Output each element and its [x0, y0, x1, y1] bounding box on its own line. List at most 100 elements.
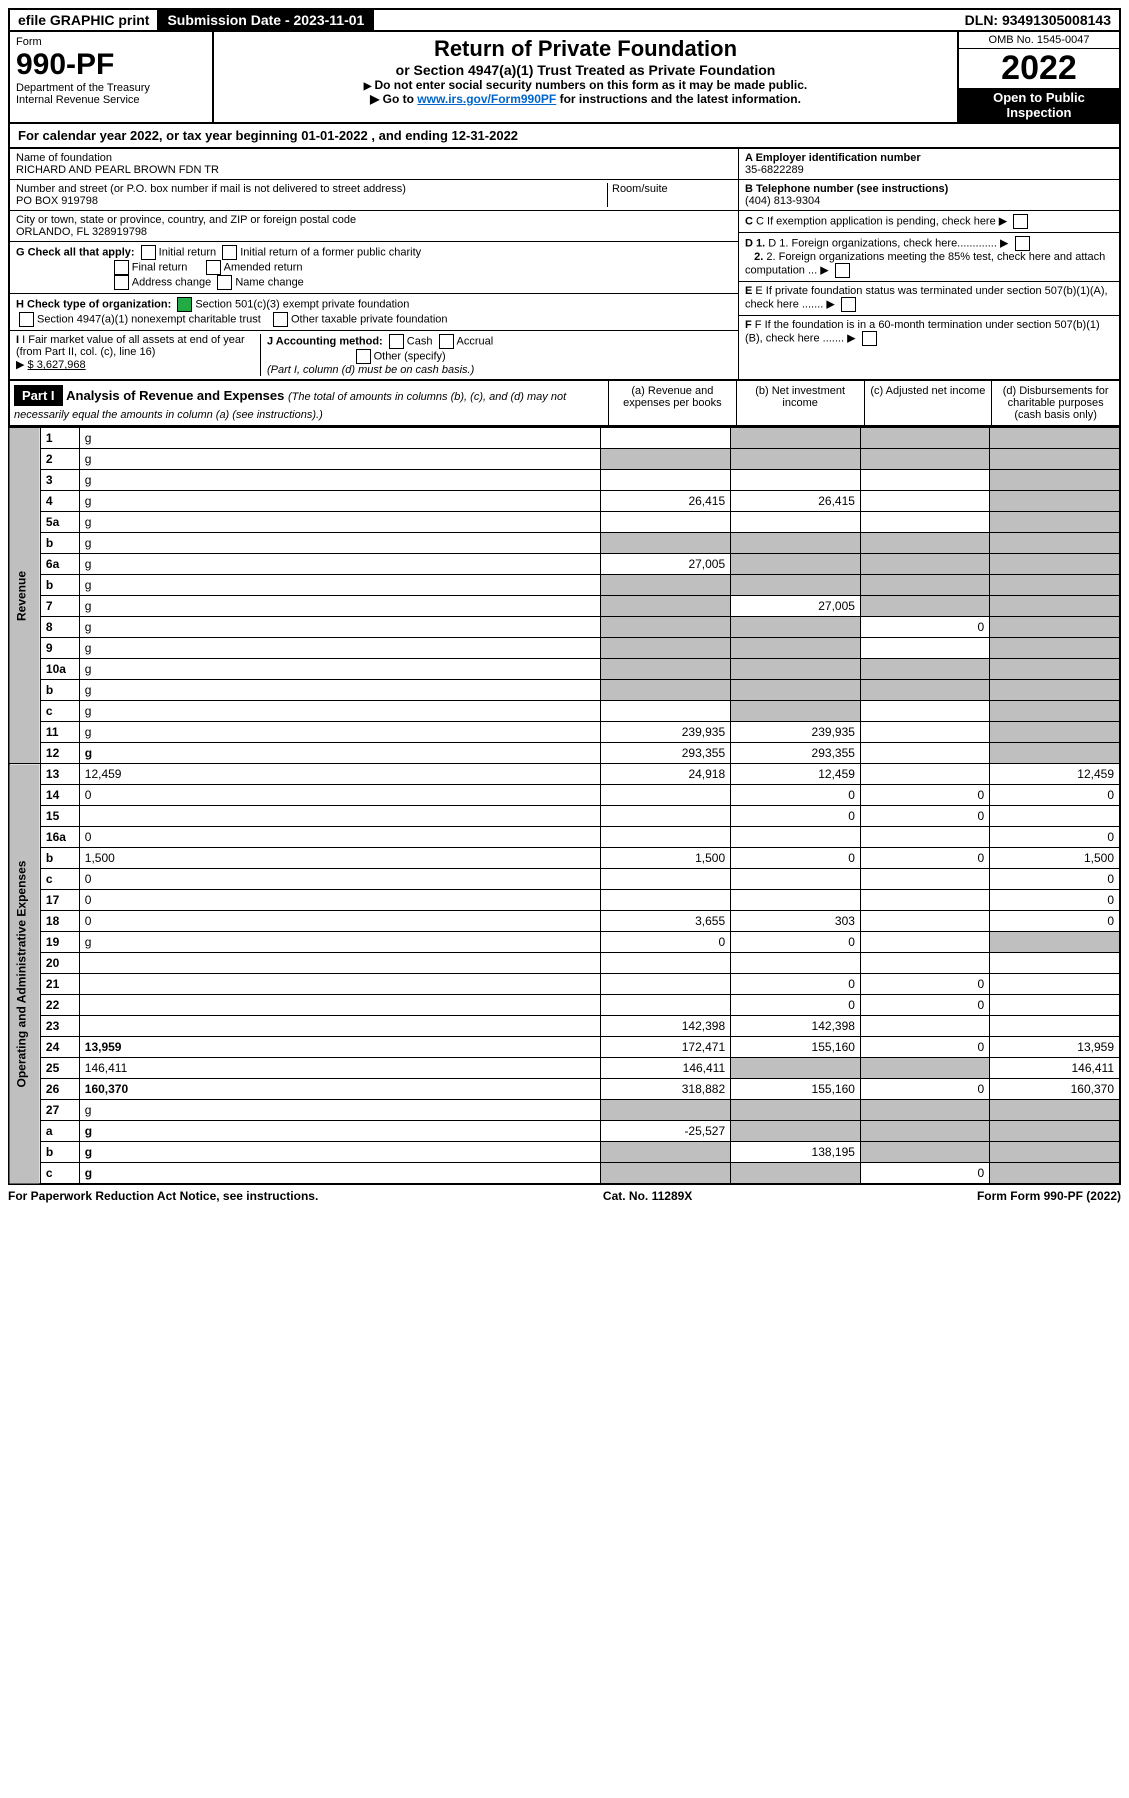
checkbox-d1[interactable] [1015, 236, 1030, 251]
value-cell-d [990, 680, 1120, 701]
line-description: g [79, 617, 601, 638]
line-number: b [40, 533, 79, 554]
line-number: 26 [40, 1079, 79, 1100]
c-cell: C C If exemption application is pending,… [739, 211, 1119, 233]
header-right: OMB No. 1545-0047 2022 Open to Public In… [959, 32, 1119, 122]
value-cell-c [860, 743, 989, 764]
table-row: 16a00 [9, 827, 1120, 848]
table-row: bg [9, 575, 1120, 596]
value-cell-c: 0 [860, 617, 989, 638]
top-bar: efile GRAPHIC print Submission Date - 20… [8, 8, 1121, 32]
phone-cell: B Telephone number (see instructions) (4… [739, 180, 1119, 211]
value-cell-d [990, 554, 1120, 575]
irs-link[interactable]: www.irs.gov/Form990PF [417, 92, 556, 106]
inspection-text: Inspection [1006, 105, 1071, 120]
line-description: g [79, 638, 601, 659]
checkbox-f[interactable] [862, 331, 877, 346]
checkbox-c[interactable] [1013, 214, 1028, 229]
line-description [79, 953, 601, 974]
table-row: 2100 [9, 974, 1120, 995]
value-cell-d [990, 1016, 1120, 1037]
value-cell-b [731, 659, 861, 680]
value-cell-c: 0 [860, 1079, 989, 1100]
checkbox-accrual[interactable] [439, 334, 454, 349]
line-description: g [79, 680, 601, 701]
value-cell-c: 0 [860, 848, 989, 869]
value-cell-a [601, 890, 731, 911]
opt-accrual: Accrual [457, 335, 494, 347]
value-cell-b [731, 1058, 861, 1079]
value-cell-a: 0 [601, 932, 731, 953]
value-cell-b: 155,160 [731, 1079, 861, 1100]
table-row: 23142,398142,398 [9, 1016, 1120, 1037]
checkbox-other-tax[interactable] [273, 312, 288, 327]
checkbox-name-change[interactable] [217, 275, 232, 290]
value-cell-c [860, 1058, 989, 1079]
line-number: 16a [40, 827, 79, 848]
value-cell-c [860, 764, 989, 785]
checkbox-501c3[interactable] [177, 297, 192, 312]
value-cell-c [860, 932, 989, 953]
line-number: 3 [40, 470, 79, 491]
line-description: 0 [79, 890, 601, 911]
value-cell-c [860, 1121, 989, 1142]
value-cell-c: 0 [860, 974, 989, 995]
opt-initial: Initial return [159, 246, 216, 258]
value-cell-a [601, 470, 731, 491]
d1-label: D 1. Foreign organizations, check here..… [768, 237, 997, 249]
checkbox-e[interactable] [841, 297, 856, 312]
table-row: 3g [9, 470, 1120, 491]
value-cell-c [860, 722, 989, 743]
line-number: 19 [40, 932, 79, 953]
line-description: 146,411 [79, 1058, 601, 1079]
line-number: 6a [40, 554, 79, 575]
value-cell-b [731, 617, 861, 638]
value-cell-a [601, 596, 731, 617]
i-label: I Fair market value of all assets at end… [16, 334, 245, 358]
value-cell-a: 142,398 [601, 1016, 731, 1037]
line-description [79, 995, 601, 1016]
h-label: H Check type of organization: [16, 298, 171, 310]
value-cell-a [601, 533, 731, 554]
checkbox-d2[interactable] [835, 263, 850, 278]
value-cell-a [601, 701, 731, 722]
value-cell-d [990, 953, 1120, 974]
line-description [79, 974, 601, 995]
checkbox-address[interactable] [114, 275, 129, 290]
value-cell-a [601, 659, 731, 680]
header-center: Return of Private Foundation or Section … [214, 32, 959, 122]
table-row: 6ag27,005 [9, 554, 1120, 575]
line-number: 1 [40, 428, 79, 449]
part1-label: Part I [14, 385, 63, 406]
value-cell-d [990, 617, 1120, 638]
checkbox-other-acct[interactable] [356, 349, 371, 364]
city-cell: City or town, state or province, country… [10, 211, 738, 242]
value-cell-a: 24,918 [601, 764, 731, 785]
value-cell-a [601, 512, 731, 533]
value-cell-d [990, 974, 1120, 995]
checkbox-4947[interactable] [19, 312, 34, 327]
line-number: 2 [40, 449, 79, 470]
checkbox-cash[interactable] [389, 334, 404, 349]
form-subtitle: or Section 4947(a)(1) Trust Treated as P… [224, 62, 947, 78]
value-cell-c: 0 [860, 1037, 989, 1058]
name-label: Name of foundation [16, 152, 112, 164]
col-a-header: (a) Revenue and expenses per books [609, 381, 737, 425]
line-number: 7 [40, 596, 79, 617]
checkbox-initial[interactable] [141, 245, 156, 260]
table-row: 11g239,935239,935 [9, 722, 1120, 743]
checkbox-final[interactable] [114, 260, 129, 275]
opt-amended: Amended return [224, 261, 303, 273]
value-cell-a [601, 869, 731, 890]
checkbox-initial-former[interactable] [222, 245, 237, 260]
value-cell-b [731, 1121, 861, 1142]
value-cell-d [990, 932, 1120, 953]
value-cell-d: 0 [990, 890, 1120, 911]
opt-other-acct: Other (specify) [374, 350, 446, 362]
value-cell-d: 160,370 [990, 1079, 1120, 1100]
form-header: Form 990-PF Department of the Treasury I… [8, 32, 1121, 124]
cal-begin: 01-01-2022 [301, 128, 368, 143]
entity-info: Name of foundation RICHARD AND PEARL BRO… [8, 149, 1121, 381]
line-description: 0 [79, 869, 601, 890]
checkbox-amended[interactable] [206, 260, 221, 275]
